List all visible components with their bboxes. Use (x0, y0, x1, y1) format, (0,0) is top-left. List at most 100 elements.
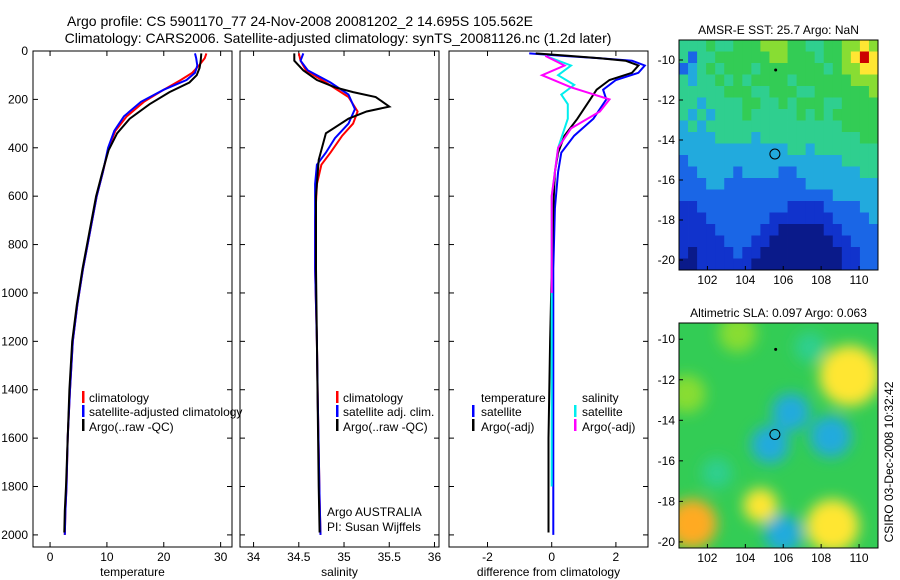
heatmap-cell (850, 120, 861, 133)
sla-anomaly-blob (806, 499, 860, 548)
heatmap-cell (868, 166, 879, 179)
heatmap-cell (859, 155, 870, 167)
heatmap-cell (769, 63, 779, 75)
heatmap-cell (823, 143, 834, 156)
heatmap-cell (823, 178, 834, 190)
heatmap-cell (760, 86, 770, 98)
heatmap-cell (778, 166, 788, 179)
heatmap-cell (868, 40, 879, 52)
heatmap-cell (679, 109, 689, 121)
heatmap-cell (715, 132, 725, 144)
heatmap-cell (688, 258, 698, 271)
heatmap-cell (832, 109, 843, 121)
heatmap-cell (787, 224, 797, 236)
heatmap-cell (769, 166, 779, 179)
heatmap-cell (796, 109, 807, 121)
float-position-marker (769, 428, 781, 440)
heatmap-cell (868, 74, 879, 87)
heatmap-cell (751, 109, 761, 121)
heatmap-cell (814, 86, 825, 98)
y-tick-label: -18 (658, 494, 676, 508)
heatmap-cell (733, 212, 743, 225)
heatmap-cell (814, 201, 825, 213)
heatmap-cell (742, 166, 752, 179)
heatmap-cell (679, 224, 689, 236)
heatmap-cell (742, 51, 752, 64)
heatmap-cell (868, 258, 879, 271)
sla-anomaly-blob (743, 488, 778, 523)
heatmap-cell (688, 247, 698, 259)
heatmap-cell (697, 235, 707, 248)
x-tick-label: 102 (697, 273, 717, 287)
heatmap-cell (841, 63, 852, 75)
legend-swatch-climatology (336, 391, 339, 403)
heatmap-cell (805, 155, 816, 167)
heatmap-cell (760, 178, 770, 190)
heatmap-cell (679, 189, 689, 202)
heatmap-cell (805, 120, 816, 133)
heatmap-cell (715, 201, 725, 213)
sla-anomaly-blob (750, 425, 789, 464)
heatmap-cell (724, 63, 734, 75)
heatmap-cell (832, 97, 843, 110)
heatmap-cell (814, 189, 825, 202)
heatmap-cell (742, 86, 752, 98)
heatmap-cell (850, 166, 861, 179)
heatmap-cell (724, 132, 734, 144)
heatmap-cell (733, 120, 743, 133)
heatmap-cell (814, 143, 825, 156)
heatmap-cell (724, 51, 734, 64)
heatmap-cell (697, 178, 707, 190)
x-tick-label: 0 (47, 550, 54, 564)
heatmap-cell (859, 63, 870, 75)
heatmap-cell (805, 97, 816, 110)
legend-swatch-temp-argo (472, 419, 475, 431)
heatmap-cell (868, 224, 879, 236)
heatmap-cell (769, 51, 779, 64)
heatmap-cell (751, 212, 761, 225)
heatmap-cell (715, 155, 725, 167)
heatmap-cell (787, 97, 797, 110)
heatmap-cell (769, 201, 779, 213)
x-tick-label: 104 (735, 273, 755, 287)
heatmap-cell (697, 212, 707, 225)
heatmap-cell (688, 189, 698, 202)
heatmap-cell (796, 132, 807, 144)
heatmap-cell (796, 178, 807, 190)
heatmap-cell (823, 51, 834, 64)
heatmap-cell (814, 178, 825, 190)
heatmap-cell (814, 212, 825, 225)
heatmap-cell (823, 132, 834, 144)
heatmap-cell (679, 155, 689, 167)
heatmap-cell (679, 97, 689, 110)
heatmap-cell (760, 201, 770, 213)
heatmap-cell (841, 97, 852, 110)
heatmap-cell (742, 120, 752, 133)
heatmap-cell (832, 224, 843, 236)
heatmap-cell (868, 132, 879, 144)
heatmap-cell (733, 178, 743, 190)
heatmap-cell (688, 212, 698, 225)
heatmap-cell (760, 74, 770, 87)
heatmap-cell (760, 63, 770, 75)
y-tick-label: -20 (658, 253, 676, 267)
heatmap-cell (751, 40, 761, 52)
heatmap-cell (868, 51, 879, 64)
heatmap-cell (751, 143, 761, 156)
heatmap-cell (778, 51, 788, 64)
heatmap-cell (679, 51, 689, 64)
heatmap-cell (679, 86, 689, 98)
heatmap-cell (823, 189, 834, 202)
heatmap-cell (724, 109, 734, 121)
heatmap-cell (814, 224, 825, 236)
heatmap-cell (805, 74, 816, 87)
heatmap-cell (751, 51, 761, 64)
float-owner-annotation: Argo AUSTRALIA (327, 505, 422, 519)
heatmap-cell (760, 224, 770, 236)
heatmap-cell (688, 51, 698, 64)
heatmap-cell (823, 74, 834, 87)
heatmap-cell (787, 143, 797, 156)
heatmap-cell (850, 189, 861, 202)
heatmap-cell (760, 212, 770, 225)
legend-swatch-satellite (336, 405, 339, 417)
